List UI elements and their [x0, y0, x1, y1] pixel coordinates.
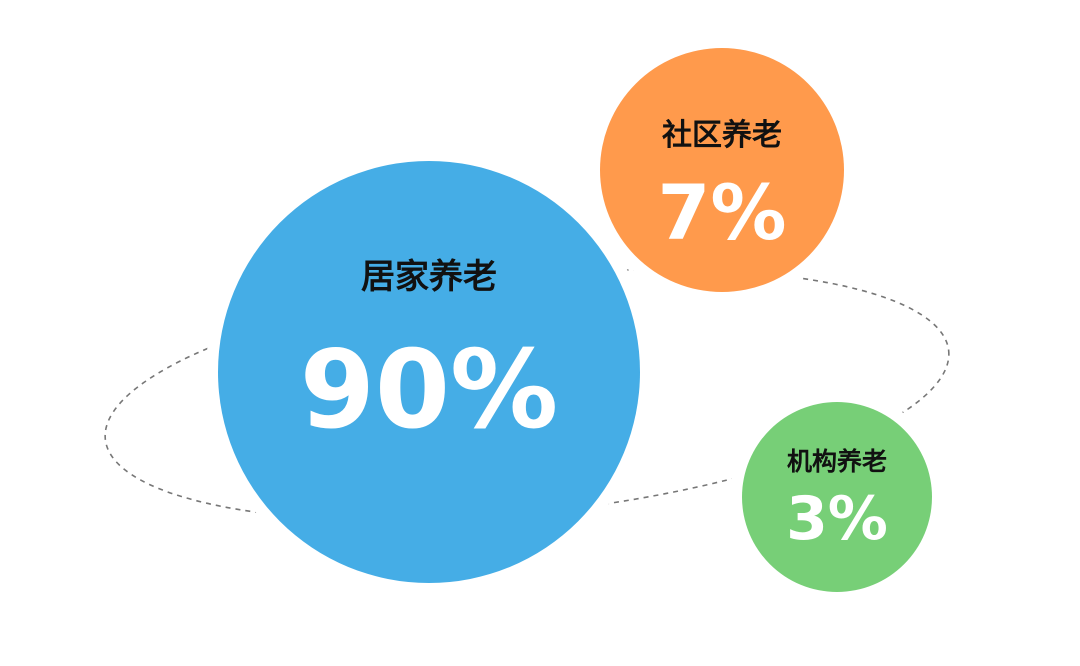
- bubble-community-care: 社区养老 7%: [600, 48, 844, 292]
- bubble-label: 居家养老: [361, 257, 497, 297]
- bubble-label: 社区养老: [662, 118, 782, 153]
- bubble-home-care: 居家养老 90%: [218, 161, 640, 583]
- bubble-label: 机构养老: [786, 447, 887, 476]
- bubble-institution-care: 机构养老 3%: [742, 402, 932, 592]
- bubble-percent: 3%: [786, 484, 888, 554]
- bubble-percent: 90%: [299, 328, 559, 453]
- bubble-percent: 7%: [657, 168, 787, 257]
